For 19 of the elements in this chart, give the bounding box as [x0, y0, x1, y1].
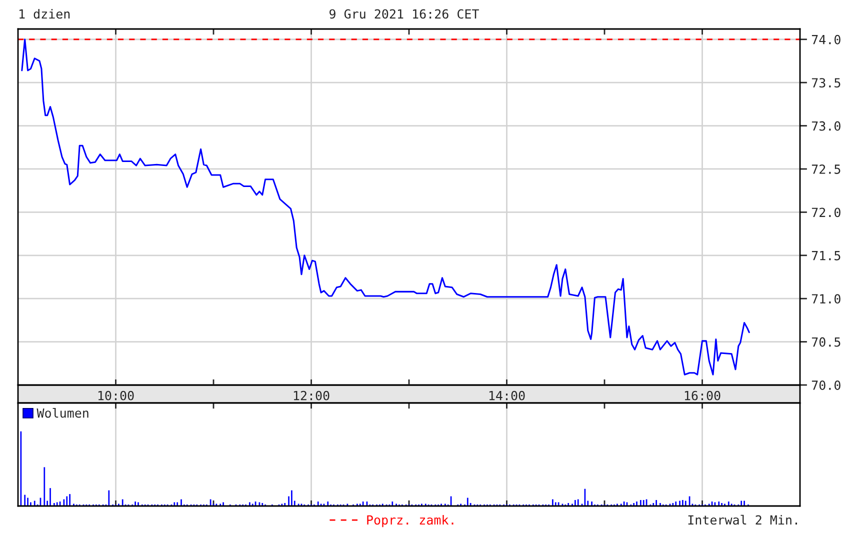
- y-tick-label: 74.0: [812, 34, 840, 44]
- x-tick-label: 16:00: [684, 390, 720, 400]
- text: Interwal 2 Min.: [688, 514, 797, 525]
- x-tick-label: 12:00: [294, 390, 330, 400]
- x-tick-label: 10:00: [98, 390, 134, 400]
- y-tick-label: 70.0: [812, 380, 840, 390]
- y-tick-label: 72.5: [812, 164, 840, 174]
- text: 9 Gru 2021 16:26 CET: [330, 9, 479, 19]
- x-tick-label: 14:00: [489, 390, 525, 400]
- y-tick-label: 73.5: [812, 78, 840, 88]
- y-tick-label: 71.5: [812, 251, 840, 260]
- legend-label: Poprz. zamk.: [367, 514, 454, 528]
- legend-label: Wolumen: [36, 408, 88, 418]
- y-tick-label: 71.0: [812, 294, 840, 304]
- line-series: [21, 38, 750, 376]
- chart-title: 1 dzien: [20, 8, 70, 19]
- y-tick-label: 72.0: [812, 208, 840, 218]
- y-tick-label: 73.0: [812, 121, 840, 131]
- y-tick-label: 70.5: [812, 337, 840, 347]
